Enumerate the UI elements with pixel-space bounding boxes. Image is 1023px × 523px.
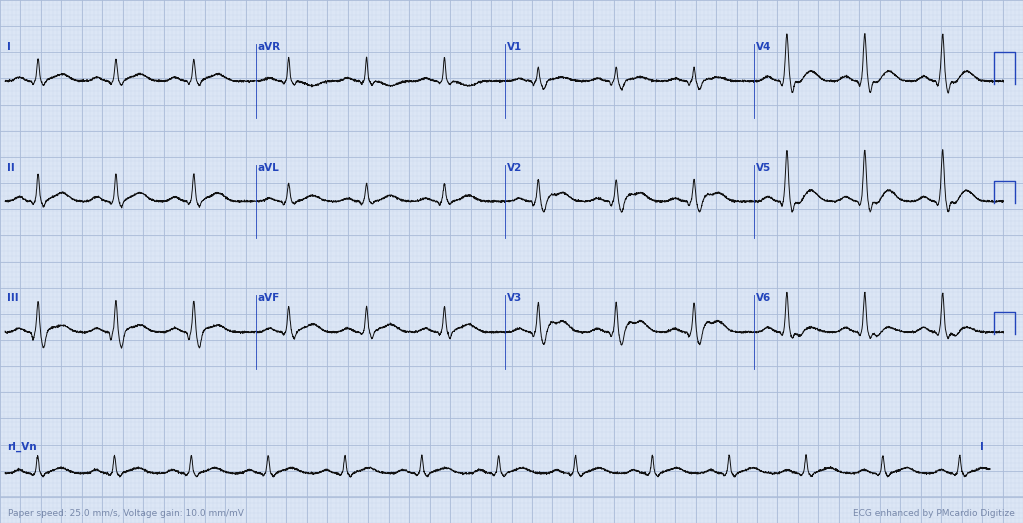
Text: I: I bbox=[980, 442, 984, 452]
Text: aVF: aVF bbox=[258, 293, 280, 303]
Text: III: III bbox=[7, 293, 18, 303]
Text: Paper speed: 25.0 mm/s, Voltage gain: 10.0 mm/mV: Paper speed: 25.0 mm/s, Voltage gain: 10… bbox=[8, 509, 244, 518]
Text: ECG enhanced by PMcardio Digitize: ECG enhanced by PMcardio Digitize bbox=[853, 509, 1015, 518]
Text: V1: V1 bbox=[507, 42, 523, 52]
Text: rI_Vn: rI_Vn bbox=[7, 442, 37, 452]
Text: V2: V2 bbox=[507, 163, 523, 173]
Text: V5: V5 bbox=[756, 163, 771, 173]
Text: I: I bbox=[7, 42, 11, 52]
Text: aVL: aVL bbox=[258, 163, 279, 173]
Text: V6: V6 bbox=[756, 293, 771, 303]
Text: aVR: aVR bbox=[258, 42, 281, 52]
Text: V3: V3 bbox=[507, 293, 523, 303]
Text: V4: V4 bbox=[756, 42, 771, 52]
Text: II: II bbox=[7, 163, 15, 173]
